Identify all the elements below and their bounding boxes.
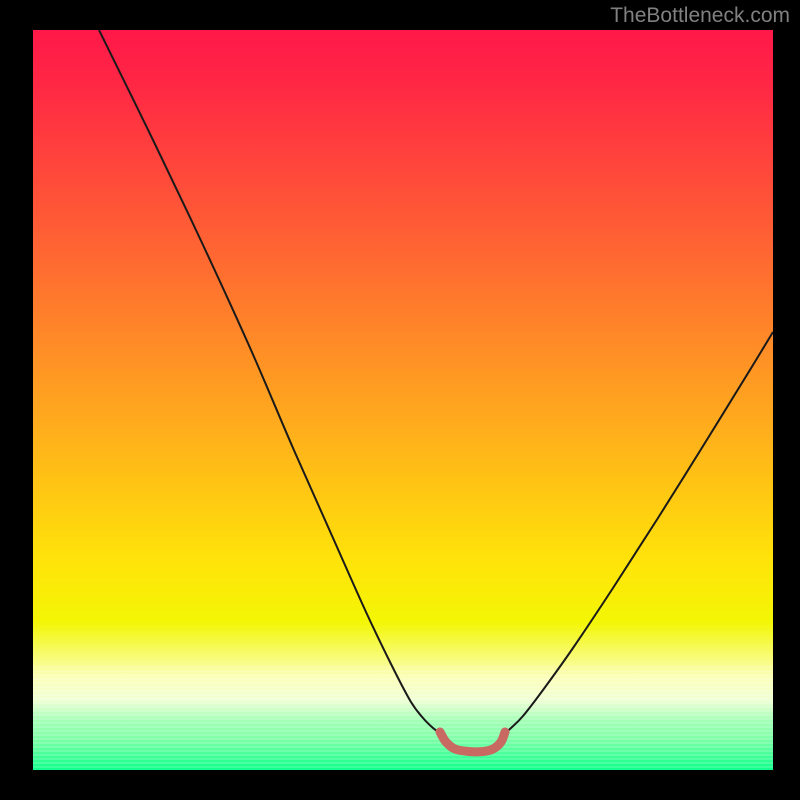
- left-curve-line: [99, 30, 440, 733]
- chart-svg-overlay: [33, 30, 773, 770]
- right-curve-line: [505, 332, 773, 733]
- minimum-marker: [440, 732, 505, 752]
- bottleneck-chart: [33, 30, 773, 770]
- watermark-label: TheBottleneck.com: [610, 4, 790, 28]
